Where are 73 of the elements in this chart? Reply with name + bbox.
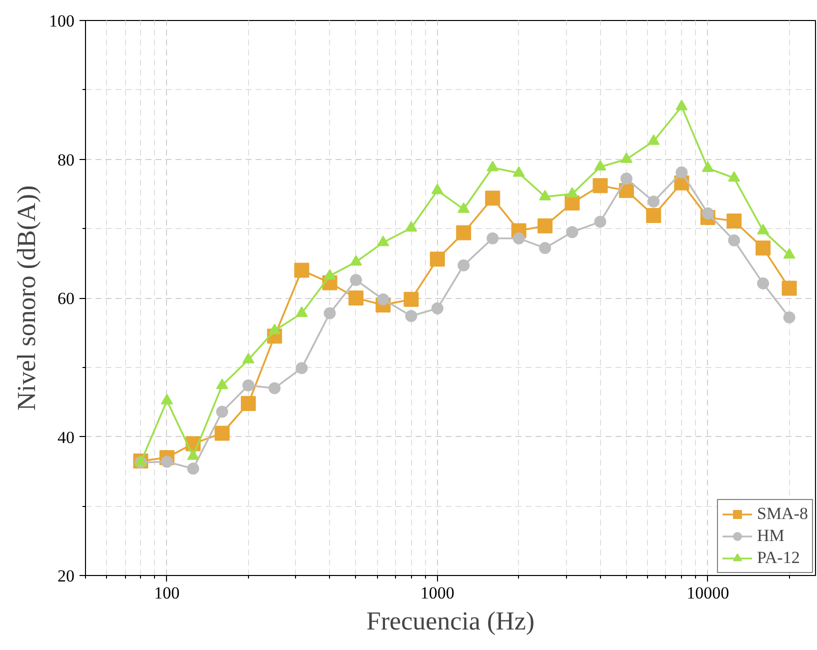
point (782, 280, 797, 296)
y-tick-label: 60 (58, 289, 74, 308)
point (566, 226, 578, 238)
point (216, 406, 228, 418)
x-tick-label: 100 (154, 584, 180, 602)
point (216, 378, 228, 390)
point (485, 190, 500, 206)
y-tick-label: 80 (58, 150, 74, 170)
point (538, 218, 553, 234)
point (728, 234, 740, 246)
point (348, 290, 364, 306)
legend-label: PA-12 (756, 548, 800, 568)
point (539, 190, 552, 200)
point (242, 379, 254, 392)
point (648, 134, 660, 145)
point (594, 160, 606, 171)
legend-label: HM (756, 526, 784, 546)
point (757, 224, 770, 234)
y-axis-title: Nivel sonoro (dB(A)) (12, 185, 41, 411)
point (350, 274, 362, 286)
point (783, 248, 796, 259)
x-tick-label: 1000 (420, 584, 454, 602)
point (486, 160, 499, 172)
point (296, 306, 308, 317)
point (756, 240, 771, 256)
legend-label: SMA-8 (756, 504, 808, 524)
point (324, 307, 336, 320)
point (187, 462, 200, 475)
point (566, 187, 578, 198)
point (676, 166, 688, 178)
point (512, 232, 525, 244)
point (783, 311, 796, 324)
point (160, 456, 173, 468)
point (456, 225, 472, 240)
point (458, 202, 470, 213)
point (620, 172, 632, 185)
point (240, 396, 256, 411)
point (702, 207, 714, 220)
point (702, 161, 714, 172)
point (294, 262, 310, 278)
point (268, 382, 281, 394)
point (377, 293, 390, 306)
point (757, 277, 770, 290)
point (214, 426, 230, 441)
point (458, 259, 470, 272)
point (564, 195, 580, 210)
point (594, 216, 606, 228)
point (676, 100, 688, 110)
point (404, 292, 419, 307)
point (324, 268, 336, 280)
y-tick-label: 100 (49, 12, 74, 30)
point (512, 166, 525, 177)
x-axis-title: Frecuencia (Hz) (366, 606, 535, 636)
point (486, 232, 499, 244)
point (646, 208, 662, 223)
point (431, 302, 444, 314)
y-tick-label: 20 (58, 566, 74, 586)
point (350, 255, 362, 266)
point (430, 252, 445, 267)
point (405, 310, 418, 322)
point (648, 196, 660, 208)
point (431, 184, 444, 194)
point (726, 213, 742, 228)
y-tick-label: 40 (58, 428, 74, 447)
point (296, 362, 308, 374)
point (728, 171, 740, 182)
point (405, 221, 418, 232)
point (592, 178, 608, 194)
x-tick-label: 10000 (686, 584, 730, 602)
point (620, 152, 632, 163)
point (268, 324, 281, 334)
point (377, 236, 390, 246)
point (539, 242, 552, 254)
